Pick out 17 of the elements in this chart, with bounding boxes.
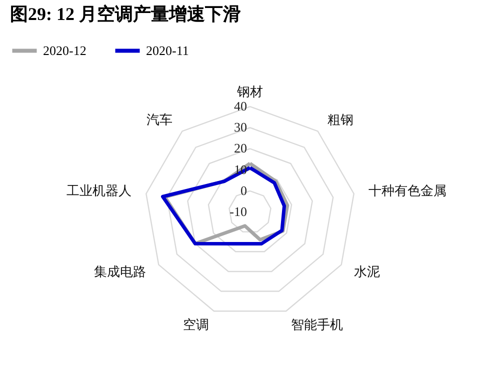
y-tick-label: 30 (234, 120, 247, 135)
y-tick-label: 40 (234, 98, 247, 114)
spoke-label: 集成电路 (94, 264, 146, 280)
legend-label: 2020-11 (146, 42, 189, 58)
y-tick-label: 20 (234, 140, 247, 156)
spoke-label: 工业机器人 (66, 183, 132, 198)
spoke-label: 空调 (182, 316, 209, 332)
spoke-label: 粗钢 (327, 112, 354, 127)
spoke-label: 水泥 (354, 264, 380, 280)
chart-title: 图29: 12 月空调产量增速下滑 (10, 4, 241, 24)
spoke-label: 智能手机 (291, 316, 344, 332)
y-tick-label: -10 (230, 204, 247, 219)
legend-label: 2020-12 (43, 42, 86, 58)
spoke-label: 汽车 (146, 112, 173, 127)
y-tick-label: 0 (240, 182, 247, 198)
spoke-label: 钢材 (236, 84, 263, 99)
spoke-label: 十种有色金属 (368, 183, 446, 198)
